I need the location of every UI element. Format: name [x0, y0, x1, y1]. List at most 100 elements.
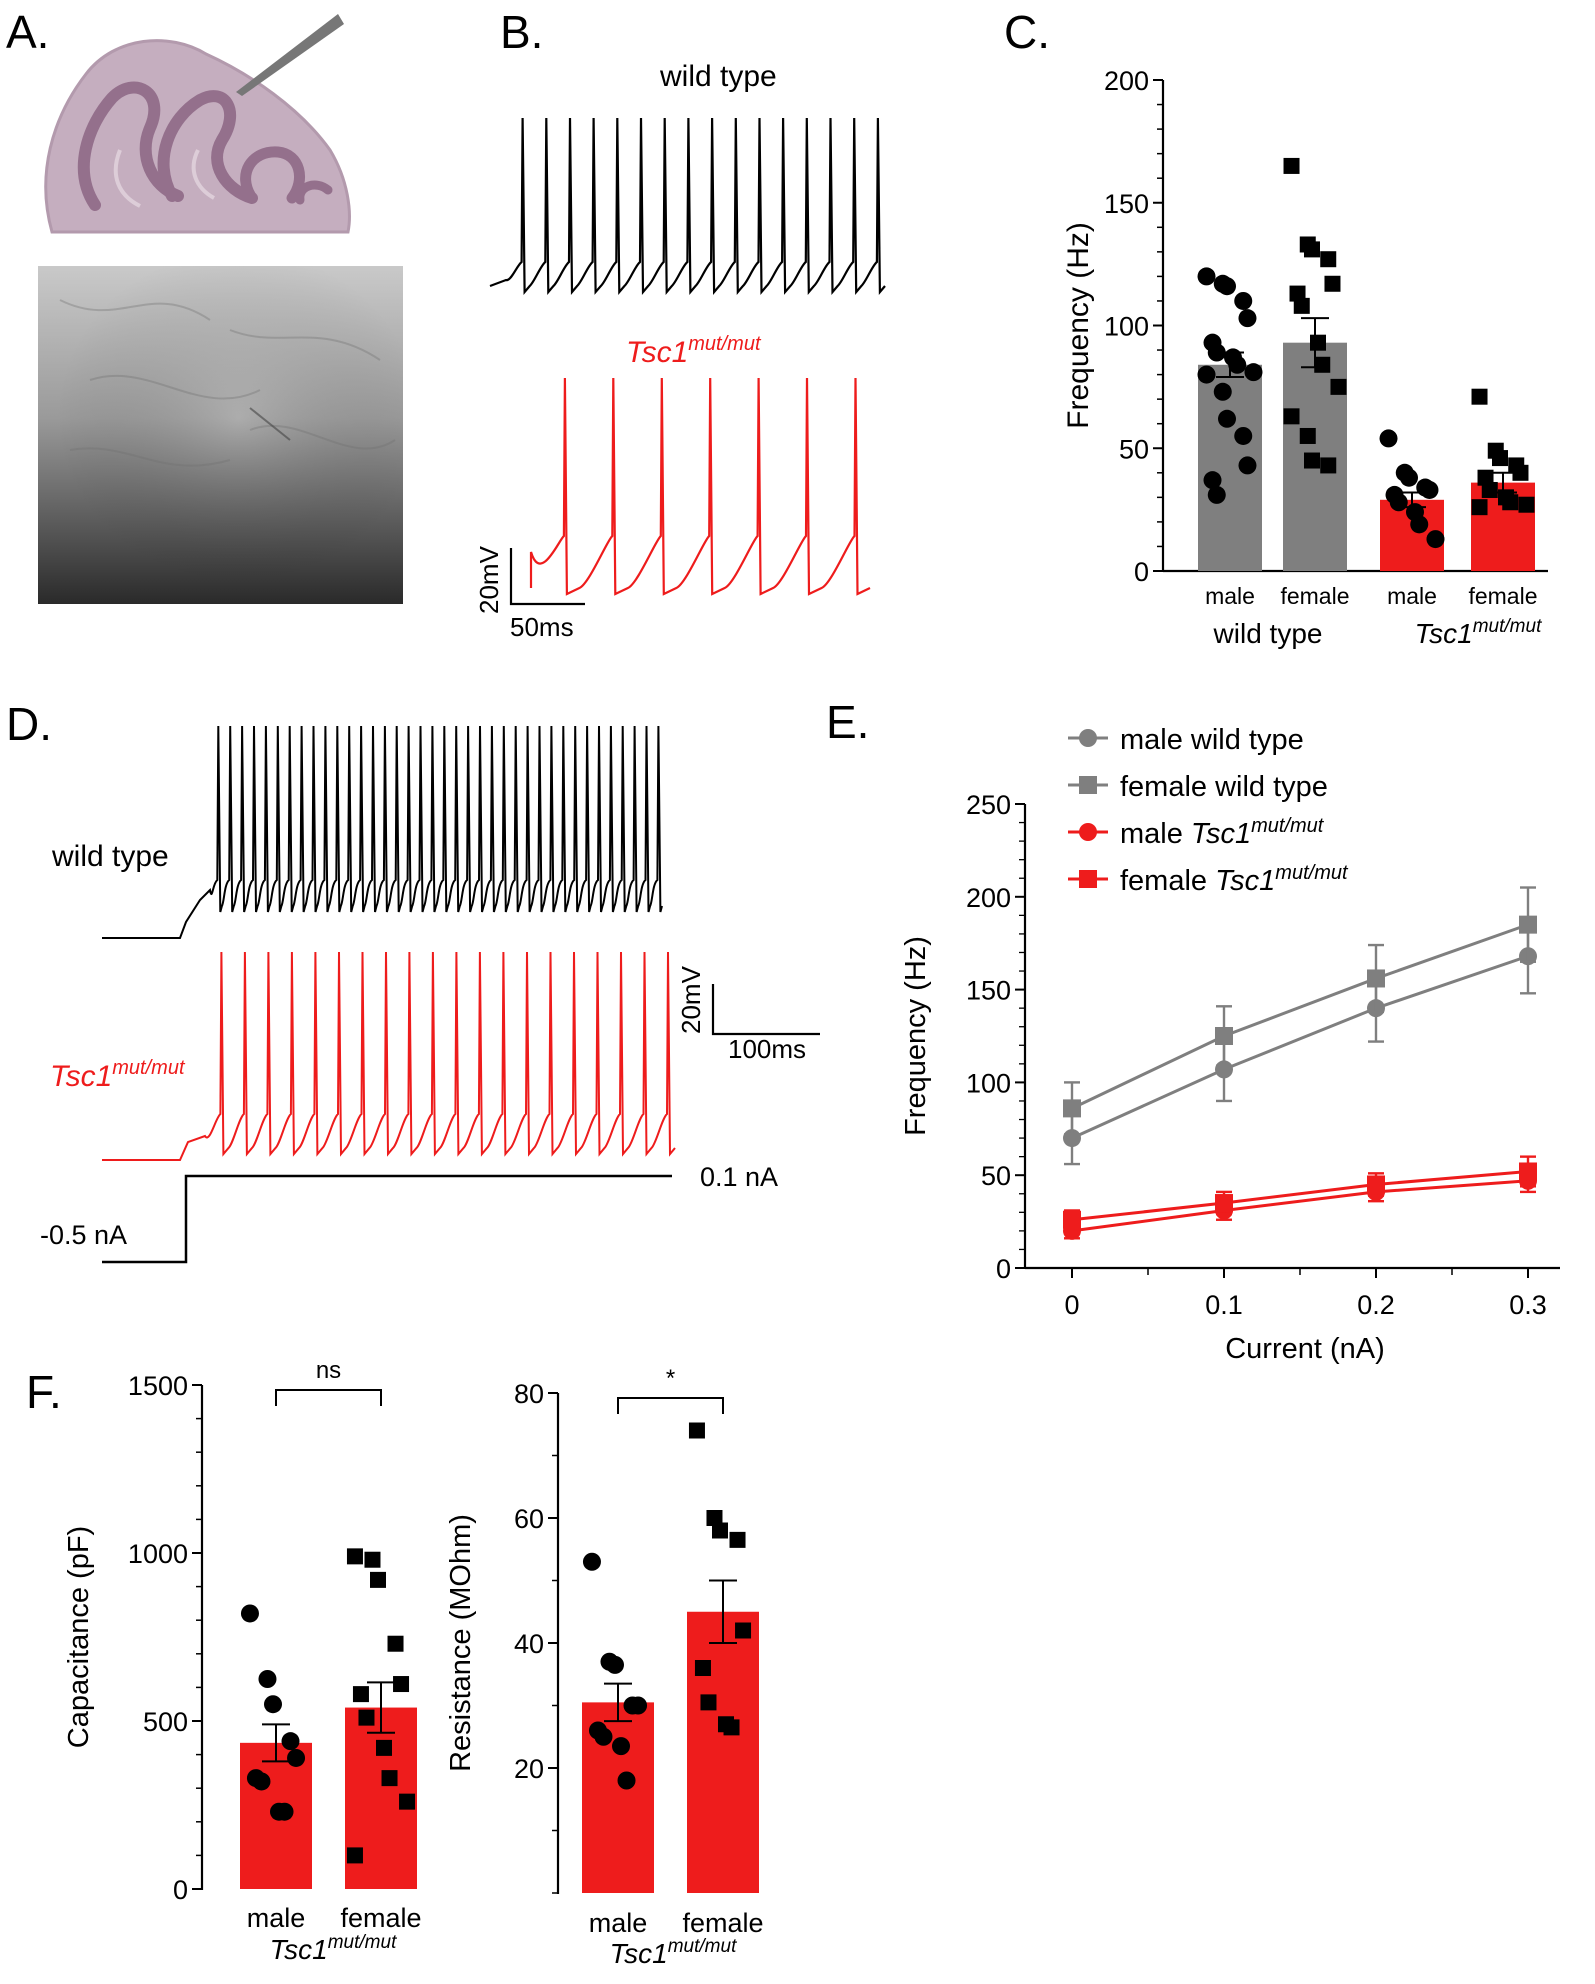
data-point — [1492, 450, 1508, 467]
data-point — [1063, 1099, 1081, 1118]
significance-bracket — [617, 1397, 724, 1414]
y-tick-label: 50 — [1119, 434, 1149, 464]
data-point — [1320, 251, 1337, 268]
y-tick-label: 0 — [1134, 557, 1149, 587]
data-point — [1203, 471, 1222, 490]
data-point — [1215, 1194, 1233, 1213]
group-label-tsc1: Tsc1mut/mut — [1415, 616, 1542, 649]
y-tick-label: 80 — [514, 1379, 544, 1409]
y-axis-label: Frequency (Hz) — [900, 936, 932, 1136]
data-point — [1213, 382, 1232, 401]
trace-d-mut-label: Tsc1mut/mut — [50, 1057, 186, 1093]
category-label: female — [340, 1903, 421, 1933]
data-point — [700, 1694, 717, 1711]
data-point — [1481, 481, 1498, 498]
significance-bracket — [275, 1389, 382, 1406]
data-point — [370, 1571, 386, 1588]
y-tick-label: 50 — [981, 1161, 1011, 1191]
panel-label-d: D. — [6, 698, 52, 750]
data-point — [1314, 356, 1331, 373]
legend-marker — [1079, 823, 1097, 841]
chart-e-legend: male wild type female wild type male Tsc1m… — [1068, 724, 1349, 897]
slice-micrograph — [38, 266, 403, 604]
trace-b-wt-label: wild type — [659, 60, 777, 93]
bar-1 — [687, 1611, 759, 1893]
y-tick-label: 100 — [966, 1068, 1011, 1098]
data-point — [1238, 309, 1257, 328]
group-label-wild-type: wild type — [1213, 618, 1323, 649]
trace-b-tsc1-mutant — [529, 377, 871, 596]
data-point — [1471, 388, 1488, 405]
legend-label: female Tsc1mut/mut — [1120, 862, 1349, 897]
data-point — [729, 1531, 746, 1548]
data-point — [1207, 343, 1226, 362]
step-low-label: -0.5 nA — [40, 1220, 127, 1250]
legend-marker — [1079, 870, 1097, 888]
legend-label: female wild type — [1120, 771, 1328, 803]
series-line-2 — [1071, 1179, 1529, 1233]
scale-b-time: 50ms — [510, 612, 574, 642]
trace-d-wt-label: wild type — [51, 840, 169, 873]
category-label: female — [1468, 583, 1537, 609]
y-tick-label: 250 — [966, 790, 1011, 820]
y-tick-label: 200 — [966, 883, 1011, 913]
data-point — [352, 1686, 369, 1703]
data-point — [1519, 1162, 1537, 1181]
data-point — [364, 1551, 381, 1568]
data-point — [1063, 1210, 1081, 1229]
category-label: female — [1280, 583, 1349, 609]
y-tick-label: 20 — [514, 1754, 544, 1784]
data-point — [1299, 427, 1316, 444]
data-point — [264, 1695, 282, 1714]
y-tick-label: 0 — [173, 1875, 188, 1905]
data-point — [393, 1676, 410, 1693]
scale-d-time: 100ms — [728, 1034, 806, 1064]
trace-d-tsc1-mutant — [102, 951, 676, 1161]
data-point — [1218, 409, 1236, 428]
data-point — [381, 1770, 398, 1787]
data-point — [1310, 334, 1326, 351]
data-point — [612, 1737, 630, 1756]
trace-b-wild-type — [489, 117, 886, 295]
y-axis-label: Capacitance (pF) — [63, 1526, 95, 1748]
series-line-0 — [1071, 954, 1529, 1140]
series-line-3 — [1071, 1169, 1529, 1222]
data-point — [1215, 1027, 1233, 1045]
y-tick-label: 100 — [1104, 312, 1149, 342]
data-point — [1389, 493, 1408, 512]
data-point — [1420, 480, 1439, 499]
legend-marker — [1079, 776, 1097, 794]
data-point — [1207, 485, 1226, 504]
category-label: female — [682, 1908, 763, 1938]
data-point — [1293, 297, 1310, 314]
data-point — [712, 1522, 728, 1539]
data-point — [358, 1709, 375, 1726]
data-point — [694, 1660, 711, 1676]
y-tick-label: 0 — [996, 1254, 1011, 1284]
data-point — [1471, 499, 1488, 516]
chart-f-resistance: 20 40 60 80 Resistance (MOhm) male femaleTsc1m… — [445, 1365, 764, 1969]
data-point — [1512, 464, 1529, 481]
data-point — [1197, 365, 1216, 384]
category-label: male — [589, 1908, 648, 1938]
data-point — [617, 1771, 636, 1790]
y-axis-label: Resistance (MOhm) — [445, 1514, 477, 1772]
data-point — [281, 1732, 300, 1751]
data-point — [240, 1604, 259, 1623]
data-point — [275, 1802, 294, 1821]
y-tick-label: 500 — [143, 1707, 188, 1737]
x-tick-label: 0.3 — [1509, 1290, 1547, 1320]
y-tick-label: 200 — [1104, 66, 1149, 96]
data-point — [258, 1670, 277, 1688]
data-point — [706, 1510, 723, 1526]
data-point — [1289, 285, 1306, 302]
data-point — [688, 1422, 705, 1439]
y-tick-label: 150 — [966, 976, 1011, 1006]
data-point — [1238, 456, 1257, 475]
y-tick-label: 150 — [1104, 189, 1149, 219]
panel-label-f: F. — [26, 1366, 62, 1418]
data-point — [735, 1622, 752, 1639]
x-tick-label: 0 — [1064, 1290, 1079, 1320]
category-label: male — [1205, 583, 1255, 609]
